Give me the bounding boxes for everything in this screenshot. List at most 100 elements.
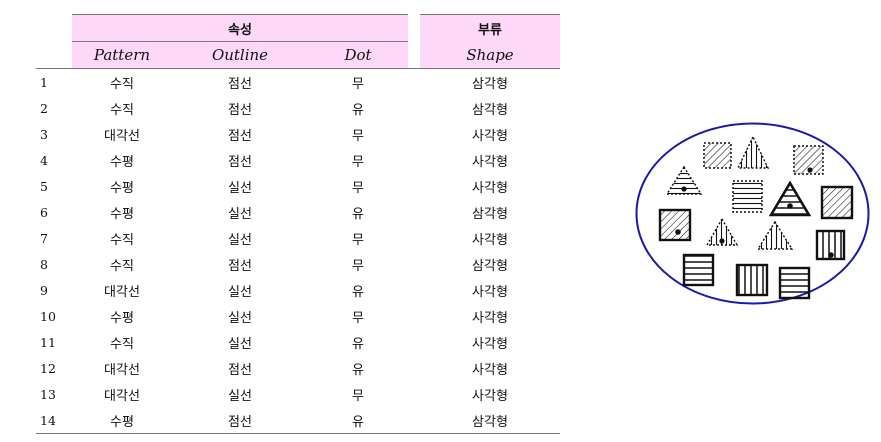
- cell-pattern: 대각선: [104, 284, 140, 300]
- cell-pattern: 수직: [110, 336, 134, 352]
- cell-pattern: 수직: [110, 76, 134, 92]
- row-index: 13: [40, 386, 56, 402]
- cell-pattern: 수직: [110, 102, 134, 118]
- shape-square-dotted-diagonal: [793, 145, 824, 175]
- shape-triangle-dotted-vertical-dot: [705, 217, 739, 246]
- cell-dot: 유: [308, 407, 408, 434]
- cell-dot: 유: [352, 336, 364, 352]
- cell-shape: 삼각형: [472, 76, 508, 92]
- cell-dot: 무: [352, 388, 364, 404]
- table-row: 11 수직 실선 유 사각형: [36, 329, 560, 355]
- shape-triangle-solid-horizontal-dot: [768, 180, 812, 217]
- cell-pattern: 대각선: [104, 388, 140, 404]
- cell-shape: 사각형: [472, 232, 508, 248]
- cell-outline: 실선: [228, 388, 252, 404]
- table-body: 1 수직 점선 무 삼각형 2 수직 점선 유 삼각형 3 대각선 점선 무 사각형 4 수평 점선 무 사각형 5 수평…: [36, 68, 560, 434]
- shape-square-solid-horizontal-2: [778, 266, 811, 300]
- cell-outline: 실선: [228, 336, 252, 352]
- column-header-shape: Shape: [420, 41, 560, 69]
- cell-shape: 삼각형: [472, 206, 508, 222]
- cell-dot: 무: [352, 128, 364, 144]
- cell-shape: 사각형: [472, 180, 508, 196]
- shape-square-dotted-horizontal: [732, 180, 763, 213]
- shape-triangle-dotted-horizontal-dot: [665, 165, 703, 195]
- cell-pattern: 수평: [110, 180, 134, 196]
- cell-dot: 유: [352, 284, 364, 300]
- column-header-outline: Outline: [172, 41, 308, 69]
- table-row: 3 대각선 점선 무 사각형: [36, 121, 560, 147]
- row-index: 14: [36, 407, 72, 434]
- cell-dot: 무: [352, 180, 364, 196]
- cell-pattern: 대각선: [104, 362, 140, 378]
- shape-triangle-dotted-vertical: [736, 135, 770, 169]
- row-index: 10: [40, 308, 56, 324]
- cell-dot: 유: [352, 206, 364, 222]
- shape-triangle-dotted-vertical-2: [756, 220, 794, 250]
- cell-dot: 유: [352, 102, 364, 118]
- table-row: 1 수직 점선 무 삼각형: [36, 68, 560, 95]
- shape-square-solid-diagonal: [820, 185, 854, 220]
- table-row: 8 수직 점선 무 삼각형: [36, 251, 560, 277]
- cell-shape: 사각형: [472, 154, 508, 170]
- cell-shape: 삼각형: [472, 258, 508, 274]
- cell-dot: 무: [352, 76, 364, 92]
- cell-dot: 유: [352, 362, 364, 378]
- table-row: 10 수평 실선 무 사각형: [36, 303, 560, 329]
- cell-dot: 무: [352, 310, 364, 326]
- cell-dot: 무: [352, 154, 364, 170]
- table-row: 7 수직 실선 무 사각형: [36, 225, 560, 251]
- column-header-pattern: Pattern: [72, 41, 172, 69]
- attributes-group-header: 속성: [72, 14, 408, 42]
- shape-square-solid-horizontal-1: [682, 253, 715, 287]
- row-index: 5: [40, 178, 48, 194]
- shape-square-solid-vertical-dot: [815, 229, 846, 261]
- cell-shape: 사각형: [472, 388, 508, 404]
- cell-outline: 실선: [228, 310, 252, 326]
- row-index: 2: [40, 100, 48, 116]
- cell-outline: 실선: [228, 284, 252, 300]
- header-blank: [36, 15, 72, 42]
- cell-dot: 무: [352, 232, 364, 248]
- row-index: 9: [40, 282, 48, 298]
- table-row: 9 대각선 실선 유 사각형: [36, 277, 560, 303]
- cell-outline: 실선: [228, 180, 252, 196]
- shape-square-dotted-diagonal-dot: [703, 142, 732, 169]
- cell-outline: 점선: [172, 407, 308, 434]
- cell-shape: 삼각형: [420, 407, 560, 434]
- cell-shape: 사각형: [472, 128, 508, 144]
- row-index: 7: [40, 230, 48, 246]
- table-row: 13 대각선 실선 무 사각형: [36, 381, 560, 407]
- cell-outline: 점선: [228, 154, 252, 170]
- class-group-header: 부류: [420, 14, 560, 42]
- table-row: 2 수직 점선 유 삼각형: [36, 95, 560, 121]
- shape-square-solid-vertical: [735, 263, 769, 297]
- cell-pattern: 수평: [110, 154, 134, 170]
- cell-outline: 점선: [228, 76, 252, 92]
- cell-outline: 실선: [228, 206, 252, 222]
- cell-pattern: 수평: [110, 310, 134, 326]
- row-index: 1: [40, 74, 48, 90]
- cell-pattern: 수직: [110, 232, 134, 248]
- row-index: 6: [40, 204, 48, 220]
- cell-shape: 사각형: [472, 310, 508, 326]
- cell-outline: 점선: [228, 128, 252, 144]
- cell-pattern: 수직: [110, 258, 134, 274]
- table-row: 5 수평 실선 무 사각형: [36, 173, 560, 199]
- cell-shape: 삼각형: [472, 102, 508, 118]
- attribute-table: 속성 부류 Pattern Outline Dot Shape 1 수직 점선 무 삼각…: [36, 14, 560, 434]
- cell-pattern: 수평: [110, 206, 134, 222]
- cell-outline: 점선: [228, 258, 252, 274]
- cell-pattern: 수평: [72, 407, 172, 434]
- header-blank: [36, 41, 72, 69]
- table-row: 6 수평 실선 유 삼각형: [36, 199, 560, 225]
- row-index: 11: [40, 334, 56, 350]
- shape-ellipse-figure: [635, 122, 870, 305]
- row-index: 12: [40, 360, 56, 376]
- row-index: 3: [40, 126, 48, 142]
- cell-outline: 점선: [228, 102, 252, 118]
- row-index: 4: [40, 152, 48, 168]
- cell-outline: 실선: [228, 232, 252, 248]
- cell-shape: 사각형: [472, 336, 508, 352]
- table-row: 14 수평 점선 유 삼각형: [36, 407, 560, 434]
- cell-shape: 사각형: [472, 362, 508, 378]
